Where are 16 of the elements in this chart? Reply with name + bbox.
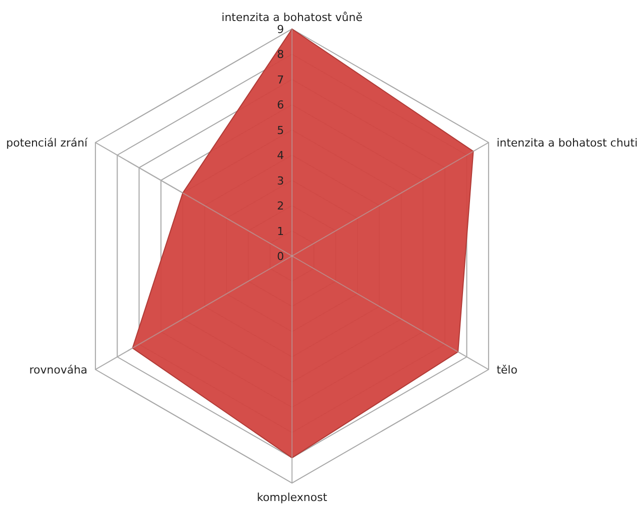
y-tick-label: 3 <box>277 174 284 188</box>
y-tick-label: 6 <box>277 98 284 112</box>
y-tick-label: 8 <box>277 48 284 62</box>
y-tick-label: 9 <box>277 23 284 36</box>
spoke-label: intenzita a bohatost vůně <box>222 11 363 24</box>
spoke-label: potenciál zrání <box>6 136 88 150</box>
y-tick-label: 1 <box>277 224 284 238</box>
y-tick-label: 7 <box>277 73 284 86</box>
y-tick-label: 0 <box>277 250 284 263</box>
spoke-label: intenzita a bohatost chuti <box>496 136 638 150</box>
spoke-label: komplexnost <box>256 491 328 504</box>
y-tick-label: 2 <box>277 200 284 213</box>
y-tick-label: 4 <box>277 149 284 162</box>
spoke-label: rovnováha <box>29 364 88 376</box>
y-tick-label: 5 <box>277 124 284 137</box>
spoke-label: tělo <box>496 364 518 376</box>
